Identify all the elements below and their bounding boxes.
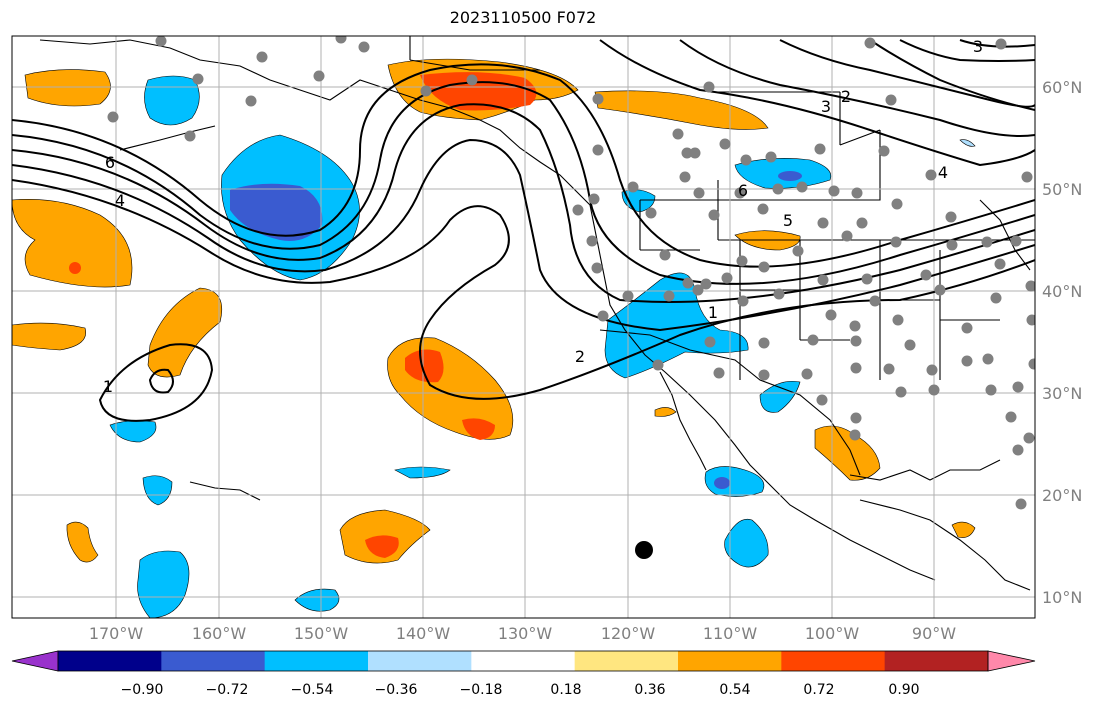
map-frame bbox=[11, 35, 1036, 619]
lon-label: 110°W bbox=[702, 624, 758, 643]
lat-label: 20°N bbox=[1042, 486, 1083, 505]
lat-label: 50°N bbox=[1042, 180, 1083, 199]
anomaly-fill-layer bbox=[12, 58, 976, 618]
lon-label: 120°W bbox=[600, 624, 656, 643]
colorbar-tick-label: −0.54 bbox=[290, 682, 334, 698]
negative-anomaly-region bbox=[294, 588, 340, 612]
strong-positive-region bbox=[405, 349, 444, 383]
colorbar-tick-label: 0.54 bbox=[719, 682, 751, 698]
colorbar-tick-label: 0.36 bbox=[634, 682, 666, 698]
lat-label: 30°N bbox=[1042, 384, 1083, 403]
positive-anomaly-region bbox=[654, 407, 677, 417]
positive-anomaly-region bbox=[594, 90, 769, 130]
colorbar-tick-label: −0.36 bbox=[374, 682, 418, 698]
positive-anomaly-region bbox=[814, 425, 881, 481]
colorbar-tick-label: 0.90 bbox=[888, 682, 920, 698]
strong-positive-region bbox=[365, 535, 399, 558]
colorbar-tick-label: −0.72 bbox=[205, 682, 249, 698]
svg-text:3: 3 bbox=[821, 97, 831, 116]
svg-text:5: 5 bbox=[783, 211, 793, 230]
negative-anomaly-region bbox=[959, 139, 976, 147]
svg-text:1: 1 bbox=[103, 377, 113, 396]
svg-text:2: 2 bbox=[841, 87, 851, 106]
negative-anomaly-region bbox=[621, 189, 656, 213]
svg-text:4: 4 bbox=[115, 191, 125, 210]
negative-anomaly-region bbox=[759, 381, 801, 413]
negative-anomaly-region bbox=[109, 420, 157, 443]
map-title: 2023110500 F072 bbox=[449, 8, 597, 27]
negative-anomaly-region bbox=[142, 475, 173, 506]
negative-anomaly-region bbox=[704, 466, 765, 497]
lon-label: 90°W bbox=[911, 624, 957, 643]
lon-label: 150°W bbox=[293, 624, 349, 643]
positive-anomaly-region bbox=[147, 287, 223, 378]
lon-label: 160°W bbox=[191, 624, 247, 643]
station-markers bbox=[107, 36, 1035, 510]
positive-anomaly-region bbox=[24, 69, 111, 107]
contour-labels: 6 4 1 2 1 5 6 3 2 4 3 bbox=[103, 37, 983, 396]
highlight-marker bbox=[635, 541, 653, 559]
positive-anomaly-region bbox=[951, 521, 976, 538]
lon-label: 130°W bbox=[497, 624, 553, 643]
lon-label: 100°W bbox=[804, 624, 860, 643]
positive-anomaly-region bbox=[66, 521, 99, 563]
graticule bbox=[12, 36, 1035, 618]
svg-text:4: 4 bbox=[938, 163, 948, 182]
negative-anomaly-region bbox=[144, 75, 200, 126]
positive-anomaly-region bbox=[387, 337, 514, 440]
svg-text:6: 6 bbox=[105, 153, 115, 172]
positive-anomaly-region bbox=[12, 322, 87, 351]
lon-label: 140°W bbox=[395, 624, 451, 643]
strong-positive-region bbox=[462, 418, 495, 440]
colorbar-tick-label: −0.18 bbox=[459, 682, 503, 698]
colorbar-tick-label: 0.72 bbox=[803, 682, 835, 698]
lat-label: 10°N bbox=[1042, 588, 1083, 607]
lat-label: 60°N bbox=[1042, 78, 1083, 97]
lon-label: 170°W bbox=[88, 624, 144, 643]
svg-text:3: 3 bbox=[973, 37, 983, 56]
lat-label: 40°N bbox=[1042, 282, 1083, 301]
strong-negative-region bbox=[230, 183, 323, 241]
svg-text:6: 6 bbox=[738, 181, 748, 200]
negative-anomaly-region bbox=[724, 518, 769, 568]
contour-layer bbox=[12, 39, 1035, 422]
strong-positive-region bbox=[420, 72, 537, 111]
svg-text:1: 1 bbox=[708, 303, 718, 322]
svg-text:2: 2 bbox=[575, 347, 585, 366]
colorbar-tick-label: −0.90 bbox=[120, 682, 164, 698]
positive-anomaly-region bbox=[12, 199, 133, 288]
colorbar-tick-label: 0.18 bbox=[550, 682, 582, 698]
negative-anomaly-region bbox=[137, 550, 190, 618]
